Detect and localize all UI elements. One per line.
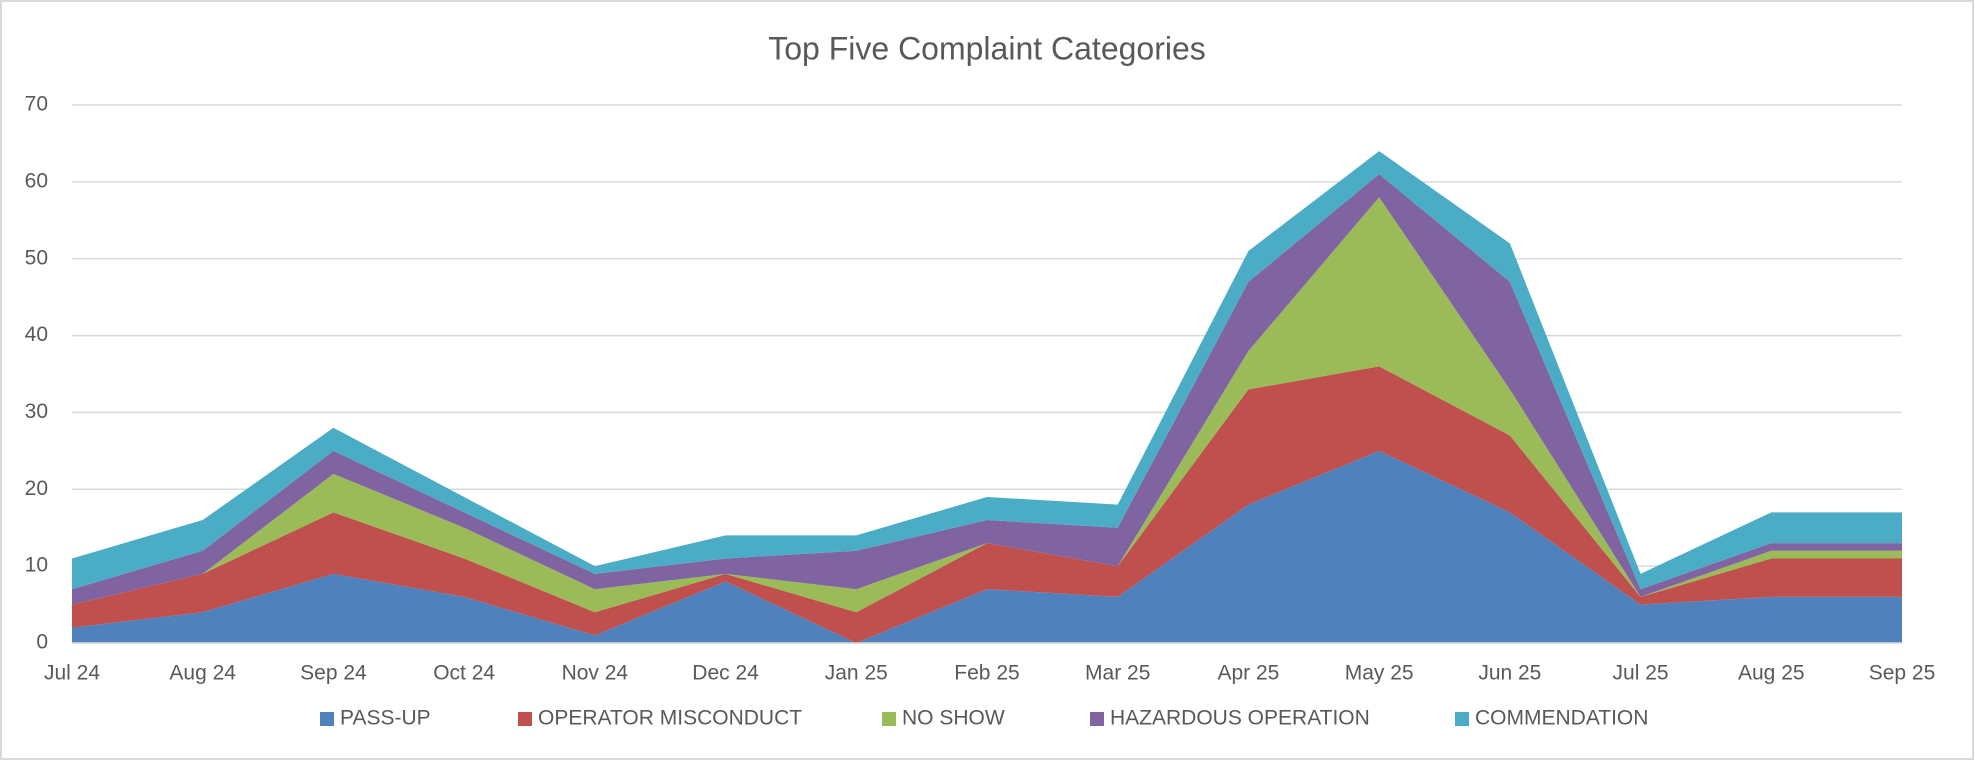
x-tick-label: Jun 25 <box>1478 662 1541 685</box>
chart-title: Top Five Complaint Categories <box>768 30 1206 66</box>
y-tick-label: 50 <box>25 246 48 269</box>
legend-swatch <box>518 712 532 726</box>
legend-label: PASS-UP <box>340 707 431 730</box>
area <box>72 450 1902 643</box>
legend-swatch <box>882 712 896 726</box>
x-tick-label: Feb 25 <box>954 662 1019 685</box>
y-tick-label: 0 <box>36 631 48 654</box>
y-tick-label: 30 <box>25 400 48 423</box>
x-tick-label: Dec 24 <box>692 662 759 685</box>
x-tick-label: Sep 24 <box>300 662 367 685</box>
legend-swatch <box>1090 712 1104 726</box>
legend-label: HAZARDOUS OPERATION <box>1110 707 1370 730</box>
legend-swatch <box>1455 712 1469 726</box>
area <box>72 197 1902 613</box>
x-tick-label: May 25 <box>1345 662 1414 685</box>
x-tick-label: Oct 24 <box>433 662 495 685</box>
x-tick-label: Sep 25 <box>1869 662 1936 685</box>
y-tick-label: 40 <box>25 323 48 346</box>
x-tick-label: Jul 25 <box>1613 662 1669 685</box>
x-tick-label: Apr 25 <box>1217 662 1279 685</box>
x-tick-label: Mar 25 <box>1085 662 1150 685</box>
legend-label: NO SHOW <box>902 707 1005 730</box>
y-tick-label: 20 <box>25 477 48 500</box>
legend-swatch <box>320 712 334 726</box>
area <box>72 151 1902 590</box>
x-tick-label: Jul 24 <box>44 662 100 685</box>
x-tick-label: Nov 24 <box>562 662 629 685</box>
area <box>72 174 1902 605</box>
y-tick-label: 60 <box>25 169 48 192</box>
legend-label: COMMENDATION <box>1475 707 1648 730</box>
x-tick-label: Aug 24 <box>169 662 236 685</box>
x-tick-label: Jan 25 <box>825 662 888 685</box>
y-tick-label: 70 <box>25 93 48 116</box>
area <box>72 366 1902 643</box>
y-tick-label: 10 <box>25 554 48 577</box>
legend-label: OPERATOR MISCONDUCT <box>538 707 802 730</box>
x-tick-label: Aug 25 <box>1738 662 1805 685</box>
